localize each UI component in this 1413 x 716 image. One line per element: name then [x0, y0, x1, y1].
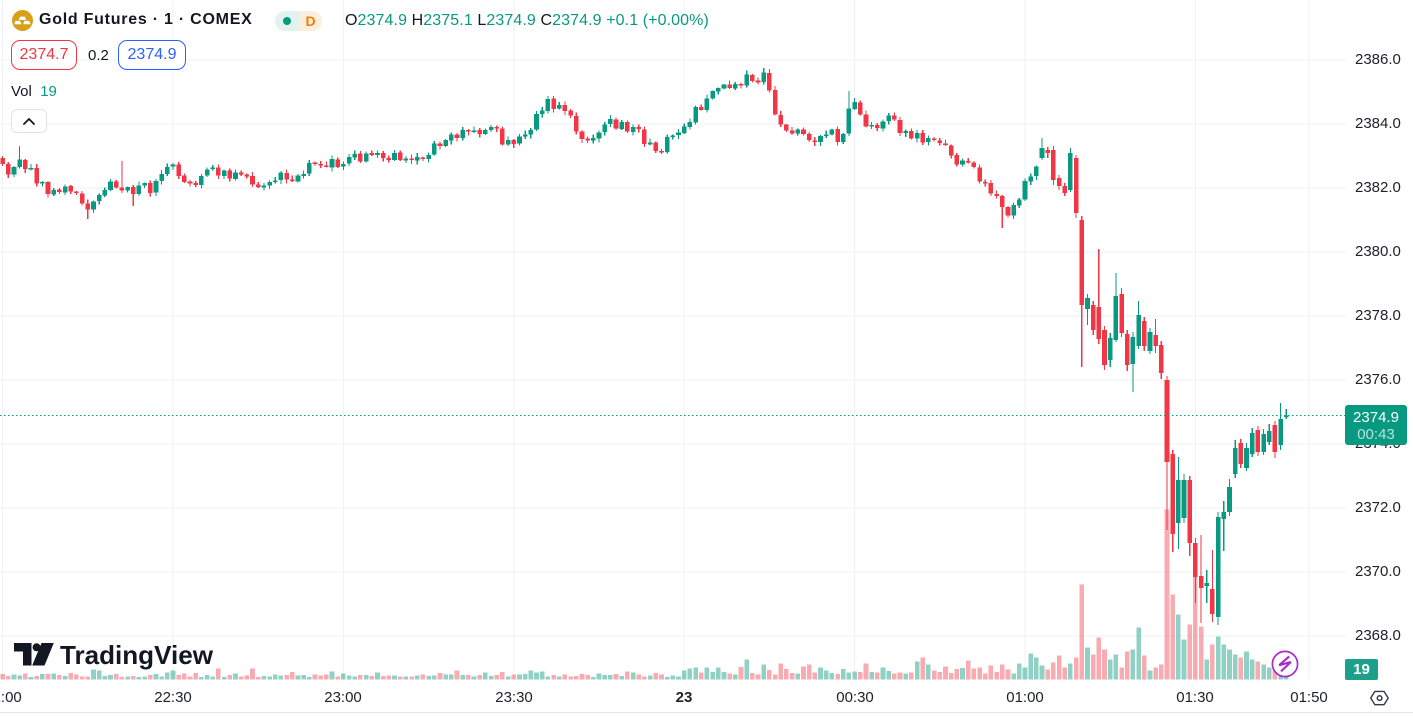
svg-text:TradingView: TradingView — [60, 641, 214, 670]
